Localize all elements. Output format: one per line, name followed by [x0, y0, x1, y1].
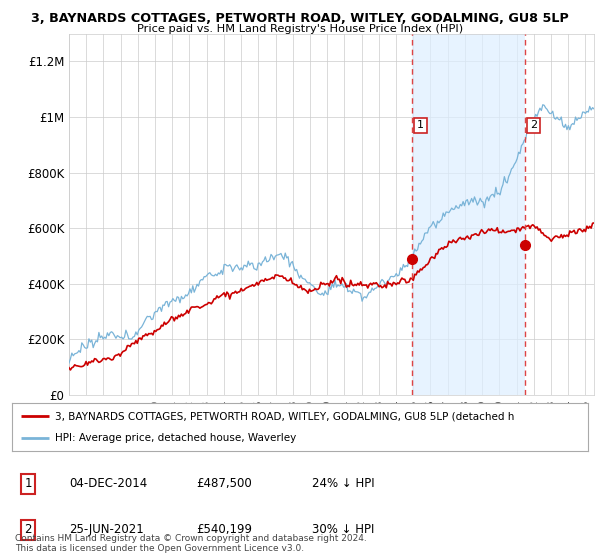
Text: 3, BAYNARDS COTTAGES, PETWORTH ROAD, WITLEY, GODALMING, GU8 5LP (detached h: 3, BAYNARDS COTTAGES, PETWORTH ROAD, WIT…: [55, 411, 515, 421]
Text: Contains HM Land Registry data © Crown copyright and database right 2024.
This d: Contains HM Land Registry data © Crown c…: [15, 534, 367, 553]
Text: 2: 2: [25, 524, 32, 536]
Text: 3, BAYNARDS COTTAGES, PETWORTH ROAD, WITLEY, GODALMING, GU8 5LP: 3, BAYNARDS COTTAGES, PETWORTH ROAD, WIT…: [31, 12, 569, 25]
Text: 30% ↓ HPI: 30% ↓ HPI: [311, 524, 374, 536]
Text: Price paid vs. HM Land Registry's House Price Index (HPI): Price paid vs. HM Land Registry's House …: [137, 24, 463, 34]
Text: HPI: Average price, detached house, Waverley: HPI: Average price, detached house, Wave…: [55, 433, 296, 443]
Text: £487,500: £487,500: [196, 477, 252, 491]
Text: 1: 1: [25, 477, 32, 491]
Text: 04-DEC-2014: 04-DEC-2014: [70, 477, 148, 491]
Text: 24% ↓ HPI: 24% ↓ HPI: [311, 477, 374, 491]
Text: 25-JUN-2021: 25-JUN-2021: [70, 524, 145, 536]
Bar: [412, 34, 525, 395]
Text: 2: 2: [530, 120, 537, 130]
Text: 1: 1: [417, 120, 424, 130]
Text: £540,199: £540,199: [196, 524, 253, 536]
